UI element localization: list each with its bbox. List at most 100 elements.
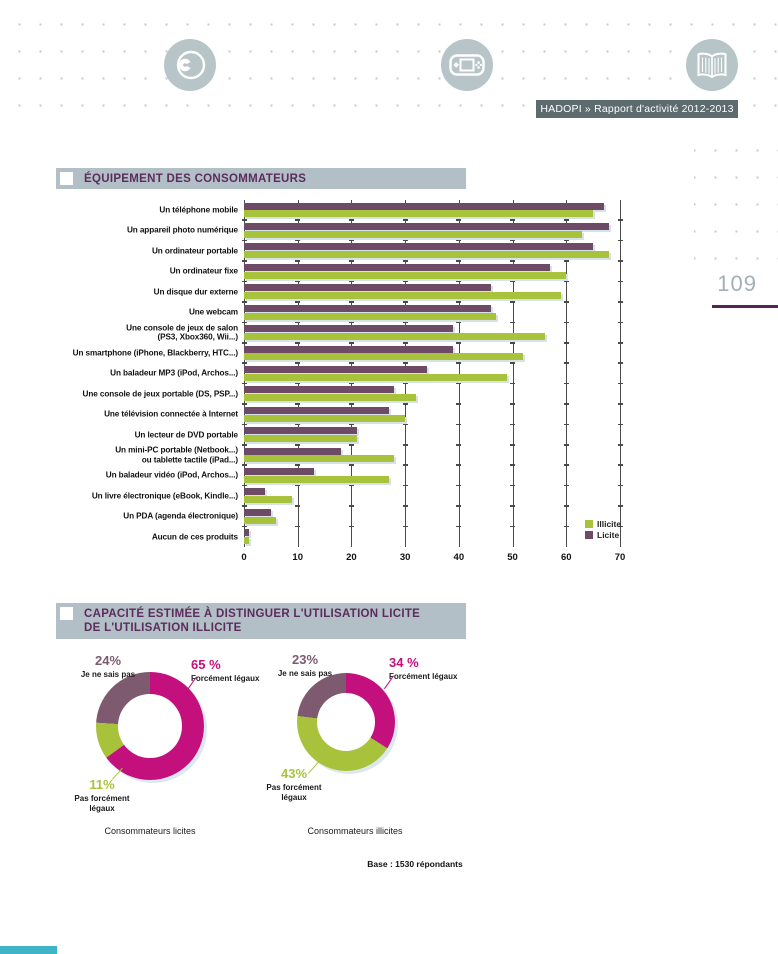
gridline-tick: [295, 505, 301, 507]
category-label: Un disque dur externe: [153, 286, 238, 296]
bar-illicite: [244, 210, 594, 218]
dot-grid-right: [694, 128, 778, 266]
bar-illicite: [244, 312, 497, 320]
gridline-tick: [241, 444, 247, 446]
gridline-tick: [617, 423, 623, 426]
gridline-tick: [510, 464, 516, 467]
equipment-bar-chart: 0 10 20 30 40 50 60 70 Un téléphone mobile Un app…: [73, 200, 625, 564]
bar-illicite: [244, 353, 524, 361]
gridline-tick: [617, 484, 623, 487]
gridline: [458, 200, 460, 548]
gridline-tick: [295, 341, 301, 344]
gridline: [566, 200, 568, 548]
gridline-tick: [617, 505, 623, 507]
gridline: [512, 200, 514, 548]
gridline-tick: [617, 321, 623, 324]
gridline-tick: [241, 484, 247, 487]
gridline-tick: [348, 280, 354, 283]
bar-licite: [244, 386, 395, 394]
donut-chart-illicites: [297, 673, 395, 771]
donut-sublabel: Forcément légaux: [191, 674, 260, 683]
section-bullet-icon: [60, 607, 73, 620]
bar-licite: [244, 488, 266, 496]
gridline-tick: [617, 464, 623, 467]
bar-illicite: [244, 435, 357, 443]
bar-licite: [244, 325, 454, 333]
gridline-tick: [348, 341, 354, 344]
legend-swatch-licite: [585, 530, 593, 539]
bar-licite: [244, 468, 314, 476]
donut-sublabel: Je ne sais pas: [277, 669, 333, 678]
legend-item-licite: Licite: [585, 529, 621, 540]
donut-pct: 65 %: [191, 657, 221, 672]
gridline-tick: [402, 280, 408, 283]
gridline: [244, 200, 245, 548]
gridline-tick: [241, 239, 247, 242]
gridline-tick: [563, 301, 569, 303]
x-axis-tick-label: 0: [241, 552, 247, 564]
gridline-tick: [456, 239, 462, 242]
gridline-tick: [241, 505, 247, 507]
gridline-tick: [402, 525, 408, 528]
gridline-tick: [563, 423, 569, 426]
donut-label-pas-forcement: 11% Pas forcément légaux: [64, 778, 140, 814]
gridline-tick: [563, 321, 569, 324]
page-number-rule: [712, 305, 778, 308]
gridline-tick: [402, 260, 408, 262]
gridline-tick: [617, 280, 623, 283]
gridline-tick: [617, 239, 623, 242]
category-label: Un mini-PC portable (Netbook...) ou tabl…: [115, 445, 238, 465]
gridline-tick: [402, 444, 408, 446]
gridline-tick: [510, 239, 516, 242]
gridline-tick: [510, 423, 516, 426]
gridline-tick: [510, 505, 516, 507]
donut-label-pas-forcement: 43% Pas forcément légaux: [256, 767, 332, 803]
gridline-tick: [402, 484, 408, 487]
gridline-tick: [295, 464, 301, 467]
gridline-tick: [510, 382, 516, 385]
gridline-tick: [348, 484, 354, 487]
bar-illicite: [244, 332, 545, 340]
gridline-tick: [241, 301, 247, 303]
donut-pct: 34 %: [389, 655, 419, 670]
gridline-tick: [563, 505, 569, 507]
gridline-tick: [402, 341, 408, 344]
category-label: Une télévision connectée à Internet: [104, 409, 238, 419]
gridline-tick: [563, 260, 569, 262]
bar-illicite: [244, 251, 610, 259]
donut-label-forcement: 65 % Forcément légaux: [191, 658, 271, 684]
base-note: Base : 1530 répondants: [367, 859, 463, 869]
gridline-tick: [510, 403, 516, 405]
gridline-tick: [348, 260, 354, 262]
gridline-tick: [456, 219, 462, 221]
legend-label: Licite: [597, 529, 620, 540]
gridline-tick: [456, 362, 462, 364]
gridline-tick: [348, 505, 354, 507]
gridline-tick: [295, 260, 301, 262]
donut-pct: 43%: [280, 766, 308, 781]
gridline-tick: [563, 239, 569, 242]
gridline-tick: [295, 444, 301, 446]
bar-licite: [244, 202, 604, 210]
bar-illicite: [244, 230, 583, 238]
gridline-tick: [402, 301, 408, 303]
gridline: [620, 200, 621, 548]
donut-pct: 23%: [291, 652, 319, 667]
gridline-tick: [456, 525, 462, 528]
gridline-tick: [295, 484, 301, 487]
gridline-tick: [563, 219, 569, 221]
category-label: Une console de jeux portable (DS, PSP...…: [82, 389, 239, 399]
gridline-tick: [241, 219, 247, 221]
gridline-tick: [348, 423, 354, 426]
gridline-tick: [295, 301, 301, 303]
gridline-tick: [617, 403, 623, 405]
donut-label-ne-sais-pas: 24% Je ne sais pas: [72, 654, 144, 680]
bar-illicite: [244, 394, 416, 402]
gridline-tick: [402, 464, 408, 467]
gridline-tick: [563, 362, 569, 364]
gridline-tick: [402, 219, 408, 221]
gridline-tick: [402, 403, 408, 405]
gridline-tick: [456, 484, 462, 487]
gridline-tick: [617, 525, 623, 528]
